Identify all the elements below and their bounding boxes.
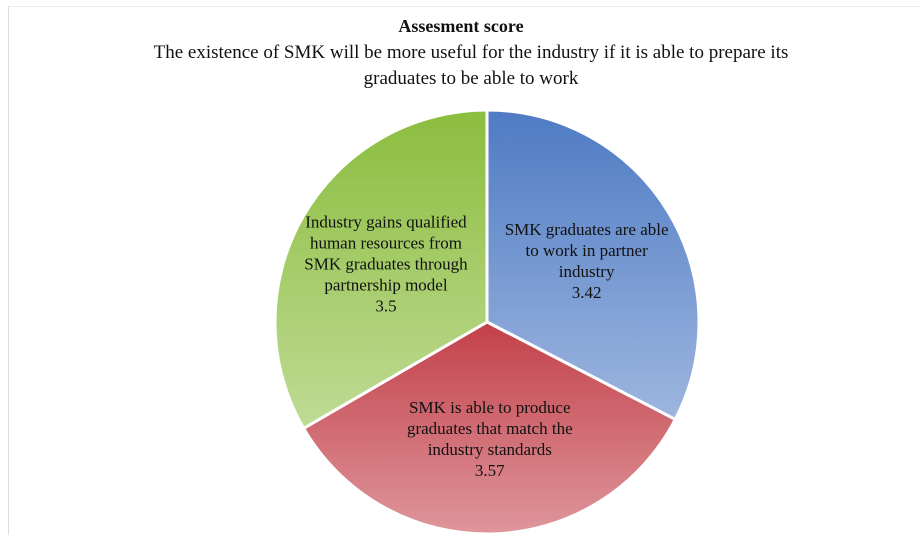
chart-subtitle: The existence of SMK will be more useful… (153, 42, 789, 89)
chart-frame (8, 6, 920, 535)
value-label: 3.5 (375, 296, 397, 316)
slice-label: SMK graduates are able to work in partne… (502, 219, 672, 303)
pie-slice (485, 108, 701, 422)
slice-label: SMK is able to produce graduates that ma… (405, 397, 575, 481)
value-label: 3.42 (571, 283, 602, 303)
category-label: SMK graduates are able to work in partne… (504, 220, 669, 282)
category-label: SMK is able to produce graduates that ma… (406, 397, 573, 459)
value-label: 3.57 (474, 460, 505, 480)
category-label: Industry gains qualified human resources… (304, 212, 468, 295)
chart-title: Assesment score (398, 16, 524, 36)
slice-label: Industry gains qualified human resources… (301, 211, 471, 316)
pie-slice (273, 108, 489, 431)
